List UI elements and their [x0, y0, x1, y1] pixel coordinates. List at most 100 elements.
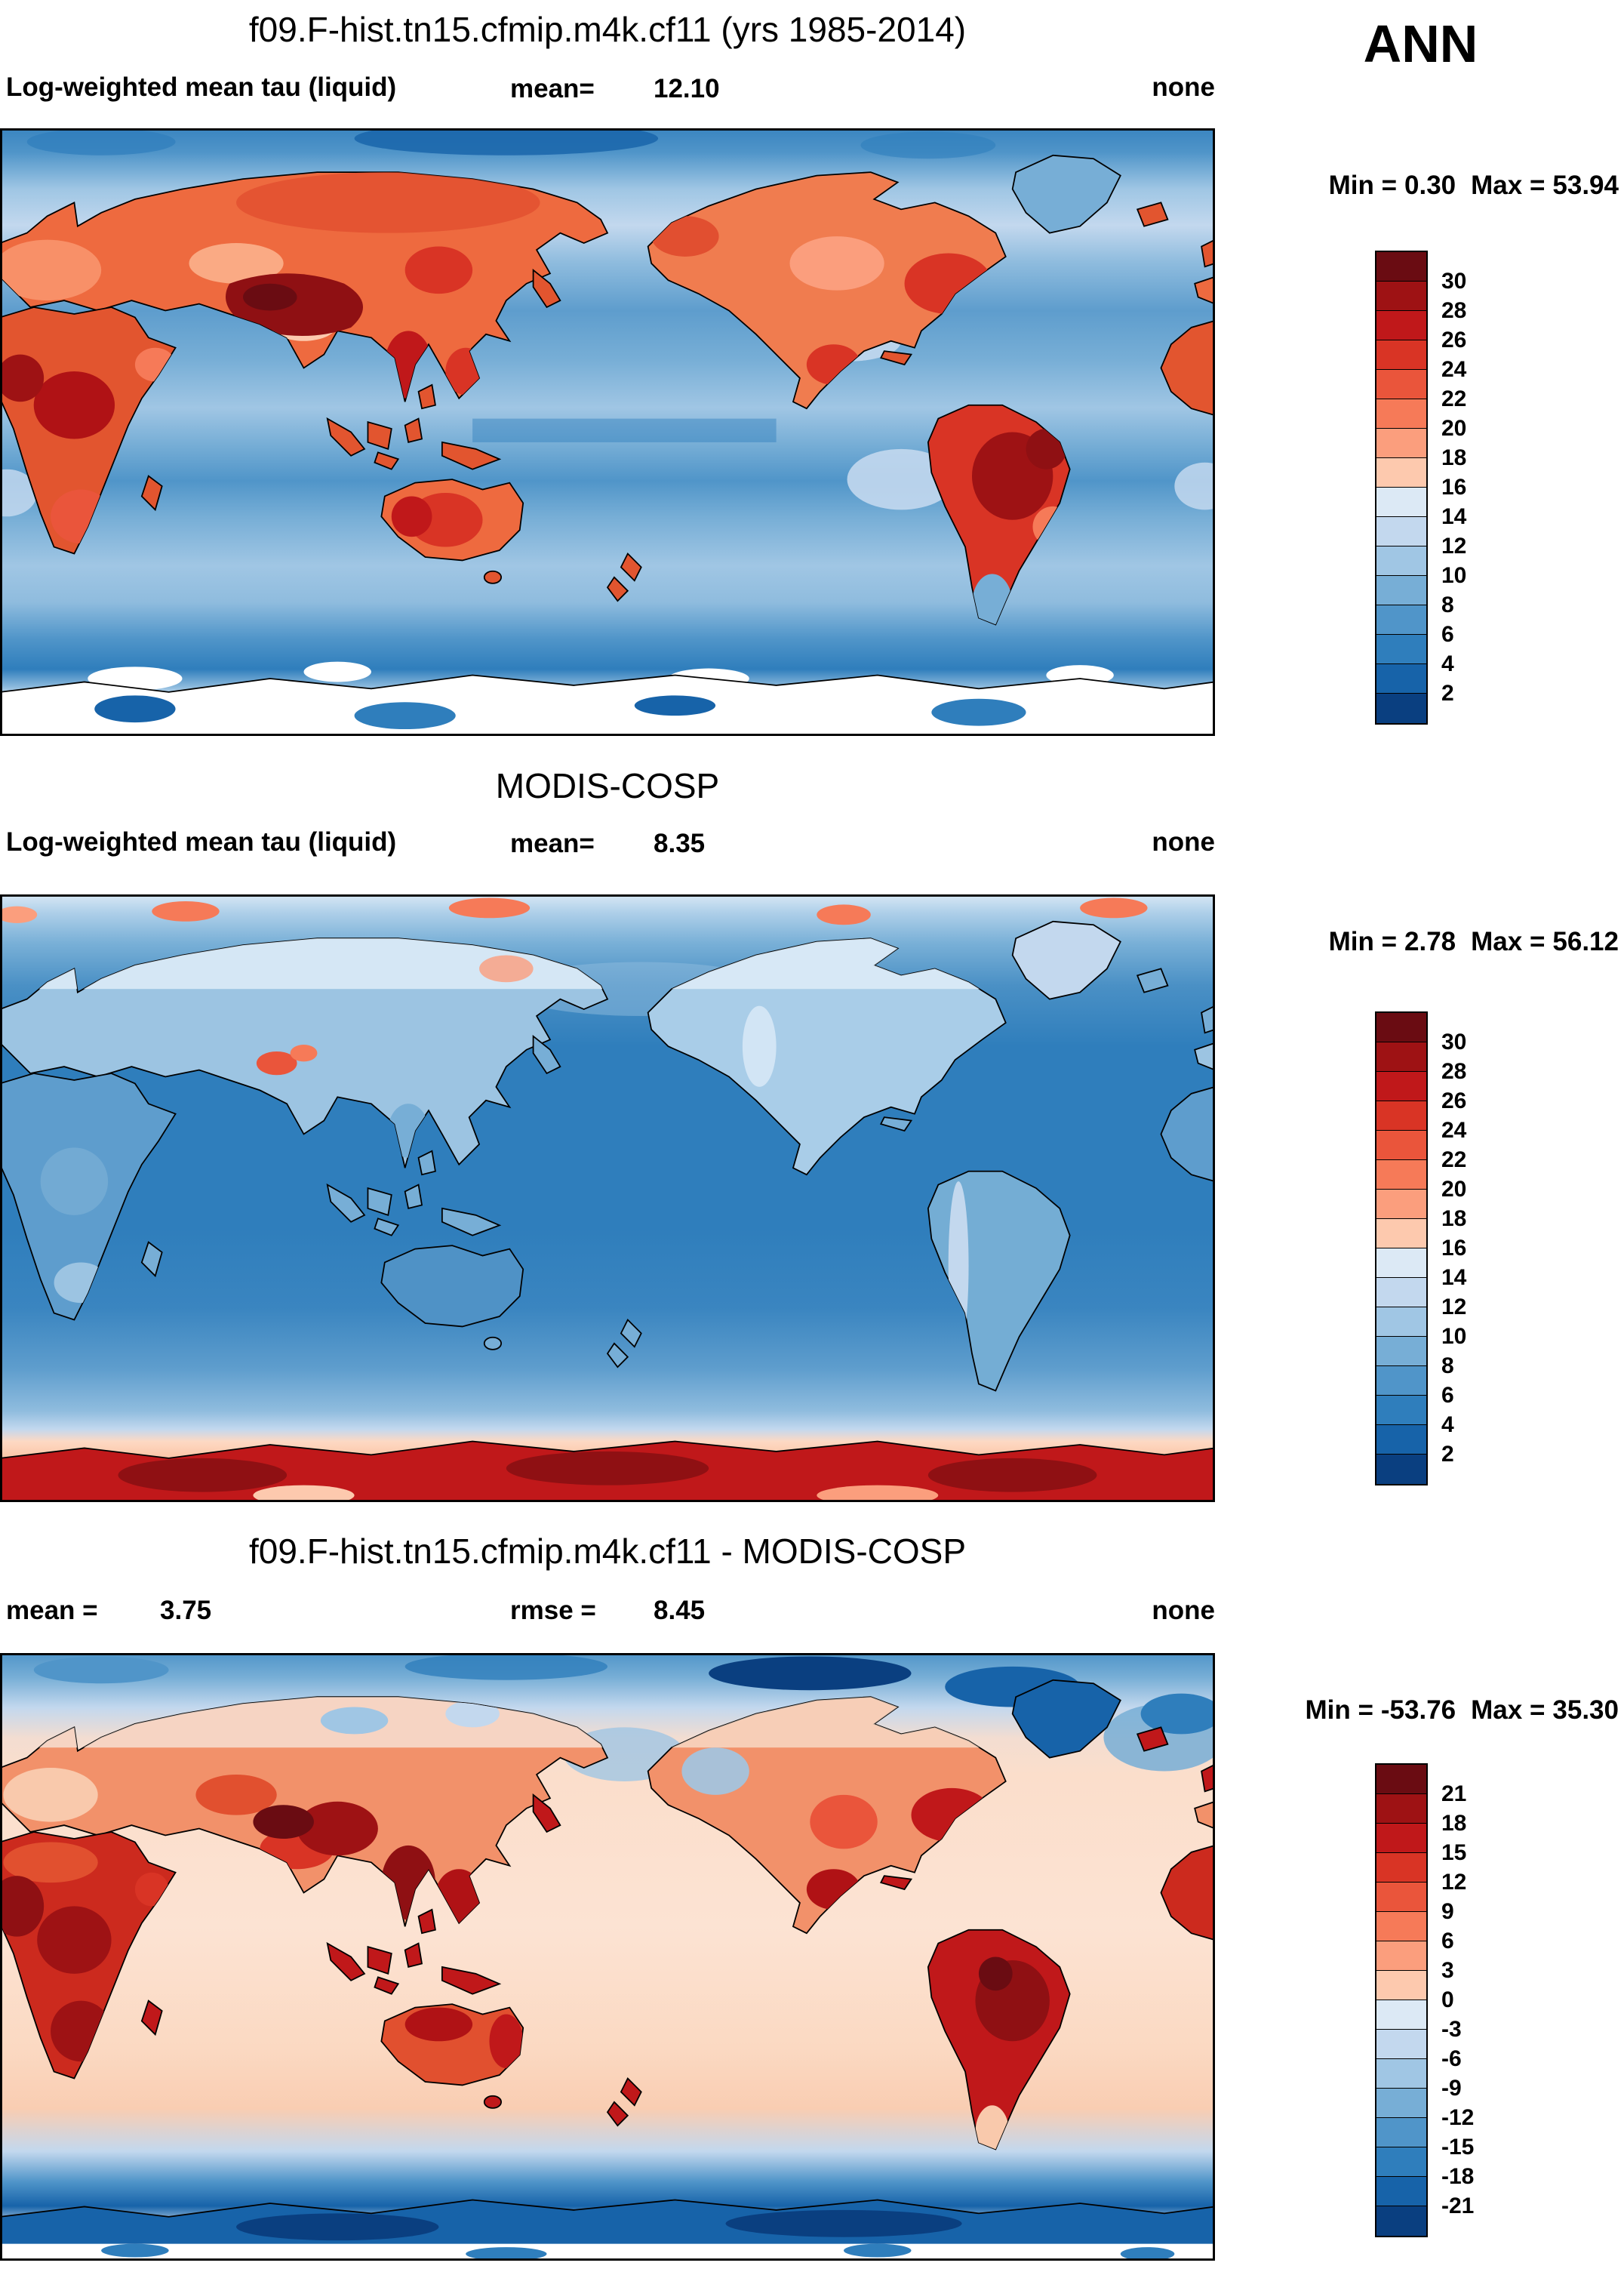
colorbar-cell [1376, 1307, 1426, 1337]
colorbar-cell [1376, 1765, 1426, 1794]
rmse-label: rmse = [510, 1596, 596, 1625]
colorbar-cell [1376, 1912, 1426, 1941]
colorbar-tick-label: 12 [1441, 1870, 1467, 1895]
colorbar-cell [1376, 2059, 1426, 2089]
colorbar-tick-label: 6 [1441, 1383, 1454, 1408]
colorbar-tick-label: 18 [1441, 445, 1467, 470]
panel-title: MODIS-COSP [495, 766, 720, 805]
colorbar-cell [1376, 2089, 1426, 2118]
minmax-line: Min = 0.30 Max = 53.94 [1226, 171, 1619, 201]
colorbar-tick-label: 18 [1441, 1811, 1467, 1836]
colorbar-cell [1376, 1824, 1426, 1853]
max-value: 35.30 [1552, 1695, 1619, 1725]
colorbar-cell [1376, 282, 1426, 311]
colorbar-cell [1376, 1160, 1426, 1190]
colorbar-cell [1376, 517, 1426, 546]
colorbar-cell [1376, 2147, 1426, 2177]
colorbar-cell [1376, 576, 1426, 605]
colorbar-tick-label: -9 [1441, 2076, 1462, 2101]
colorbar-cell [1376, 1248, 1426, 1278]
colorbar-tick-label: 30 [1441, 1030, 1467, 1054]
panel-title: f09.F-hist.tn15.cfmip.m4k.cf11 - MODIS-C… [248, 1532, 967, 1571]
colorbar-cell [1376, 1455, 1426, 1484]
colorbar-cell [1376, 1941, 1426, 1971]
colorbar-tick-label: 3 [1441, 1958, 1454, 1983]
colorbar-tick-label: 16 [1441, 1236, 1467, 1261]
colorbar-cell [1376, 694, 1426, 723]
min-label: Min = [1328, 171, 1398, 200]
colorbar-tick-label: 8 [1441, 1353, 1454, 1378]
colorbar-tick-label: 10 [1441, 1324, 1467, 1349]
colorbar-cell [1376, 635, 1426, 664]
colorbar-tick-label: 10 [1441, 563, 1467, 588]
colorbar-tick-label: 0 [1441, 1987, 1454, 2012]
rmse-value: 8.45 [654, 1596, 706, 1625]
colorbar-tick-label: 16 [1441, 475, 1467, 500]
colorbar-tick-label: 30 [1441, 269, 1467, 294]
colorbar-tick-label: 6 [1441, 622, 1454, 647]
colorbar-tick-label: 12 [1441, 534, 1467, 559]
colorbar-cell [1376, 458, 1426, 488]
colorbar-cell [1376, 311, 1426, 340]
colorbar-tick-label: 9 [1441, 1899, 1454, 1924]
colorbar-cell [1376, 1396, 1426, 1425]
colorbar-cell [1376, 1425, 1426, 1455]
colorbar-cell [1376, 2030, 1426, 2059]
colorbar-tick-label: 20 [1441, 1177, 1467, 1202]
colorbar-cells [1375, 251, 1428, 725]
colorbar-cell [1376, 429, 1426, 458]
colorbar-tick-label: -15 [1441, 2135, 1475, 2160]
world-map-model [0, 128, 1215, 736]
panel-title: f09.F-hist.tn15.cfmip.m4k.cf11 (yrs 1985… [248, 10, 967, 49]
mean-label: mean = [6, 1596, 98, 1625]
colorbar-tick-label: 24 [1441, 357, 1467, 382]
colorbar-tick-label: 4 [1441, 1412, 1454, 1437]
units-label: none [1152, 827, 1215, 857]
colorbar-cell [1376, 1883, 1426, 1912]
colorbar-cell [1376, 605, 1426, 635]
units-label: none [1152, 1596, 1215, 1625]
australia-detail [391, 493, 483, 547]
colorbar-tick-label: 14 [1441, 504, 1467, 529]
colorbar-tick-label: 2 [1441, 681, 1454, 706]
antarctica-detail [0, 2209, 1215, 2261]
colorbar-cell [1376, 1794, 1426, 1824]
colorbar-cell [1376, 1013, 1426, 1042]
colorbar-tick-label: 15 [1441, 1840, 1467, 1865]
min-value: 0.30 [1404, 171, 1456, 200]
world-map-obs [0, 894, 1215, 1502]
colorbar-tick-label: 6 [1441, 1929, 1454, 1953]
colorbar-tick-label: -6 [1441, 2046, 1462, 2071]
colorbar-tick-label: 8 [1441, 593, 1454, 617]
min-label: Min = [1305, 1695, 1373, 1725]
colorbar-cell [1376, 2206, 1426, 2236]
colorbar-cell [1376, 252, 1426, 282]
colorbar-tick-label: -21 [1441, 2193, 1475, 2218]
colorbar-cell [1376, 664, 1426, 694]
colorbar-tick-label: 28 [1441, 298, 1467, 323]
colorbar-tick-label: 22 [1441, 1147, 1467, 1172]
australia-detail [404, 2007, 524, 2069]
colorbar-tick-label: 2 [1441, 1442, 1454, 1467]
colorbar: 30 28 26 24 22 20 18 16 14 12 10 8 6 4 2 [1375, 1011, 1541, 1485]
mean-value: 8.35 [654, 829, 706, 858]
colorbar-tick-label: 28 [1441, 1059, 1467, 1084]
colorbar-cell [1376, 2000, 1426, 2030]
colorbar-cell [1376, 370, 1426, 399]
max-value: 56.12 [1552, 927, 1619, 956]
minmax-line: Min = 2.78 Max = 56.12 [1226, 927, 1619, 957]
colorbar-cell [1376, 1190, 1426, 1219]
colorbar-tick-label: -18 [1441, 2164, 1475, 2189]
minmax-line: Min = -53.76 Max = 35.30 [1226, 1695, 1619, 1726]
colorbar-tick-label: 21 [1441, 1781, 1467, 1806]
colorbar-tick-label: 18 [1441, 1206, 1467, 1231]
max-value: 53.94 [1552, 171, 1619, 200]
variable-label: Log-weighted mean tau (liquid) [6, 72, 397, 102]
colorbar: 21 18 15 12 9 6 3 0 -3 -6 -9 -12 -15 -18 -21 [1375, 1763, 1541, 2237]
mean-value: 3.75 [160, 1596, 212, 1625]
colorbar-cell [1376, 546, 1426, 576]
colorbar-tick-label: -3 [1441, 2017, 1462, 2042]
colorbar-tick-label: 4 [1441, 651, 1454, 676]
colorbar-cell [1376, 340, 1426, 370]
